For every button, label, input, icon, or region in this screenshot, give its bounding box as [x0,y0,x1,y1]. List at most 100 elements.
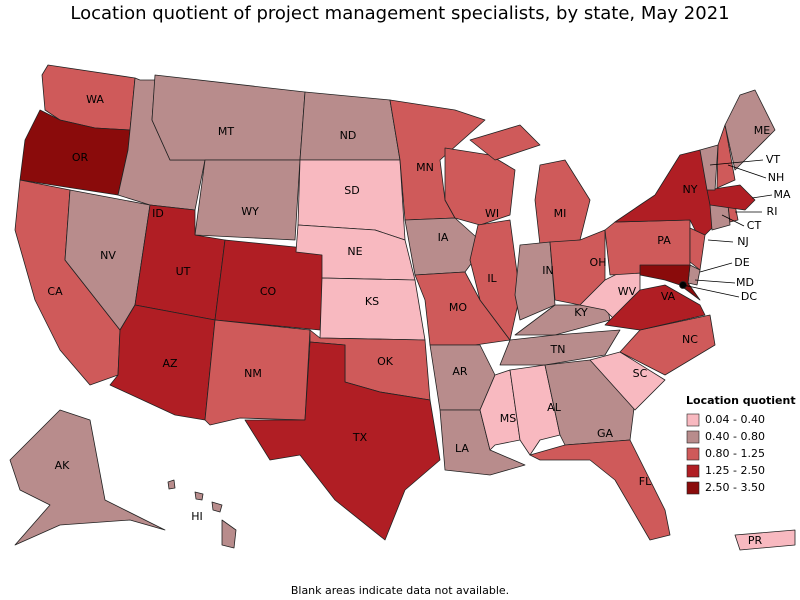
states [9,64,796,551]
state-label: NM [244,367,262,380]
legend-swatch [686,430,700,444]
legend-label: 1.25 - 2.50 [705,464,765,477]
state-label: OK [377,355,394,368]
state-label: IN [542,264,553,277]
state-label: MT [218,125,234,138]
state-label: VA [661,290,676,303]
state-label: SD [344,184,359,197]
state-label: DC [741,290,757,303]
state-shape [534,159,591,246]
state-shape [167,479,176,490]
state-shape [194,491,204,501]
state-label: MA [773,188,790,201]
state-label: MN [416,161,434,174]
state-label: PA [657,234,671,247]
note: Blank areas indicate data not available. [291,584,509,597]
state-shape [194,159,301,241]
legend-label: 0.80 - 1.25 [705,447,765,460]
state-label: NE [347,245,362,258]
state-shape [529,439,671,541]
state-label: TX [352,431,368,444]
leader-line [707,239,734,243]
state-label: LA [455,442,469,455]
leader-line [694,279,736,284]
state-label: GA [597,427,614,440]
state-shape [299,91,401,161]
state-shape [414,271,511,346]
legend-swatch [686,481,700,495]
state-shape [319,277,426,341]
state-shape [689,227,706,271]
state-label: OH [590,256,607,269]
state-label: KY [574,306,588,319]
state-shape [734,529,796,551]
state-label: CA [47,285,63,298]
legend-title: Location quotient [686,394,796,407]
state-label: CT [747,219,762,232]
state-label: MI [554,207,567,220]
state-label: UT [176,265,191,278]
state-label: AK [55,459,71,472]
state-shape [589,351,666,411]
state-label: KS [365,295,379,308]
legend-swatch [686,464,700,478]
leader-line [751,194,773,199]
legend-swatch [686,413,700,427]
state-labels: WA OR CA NV ID MT WY UT CO AZ NM ND SD NE KS OK TX MN IA MO… [47,93,791,547]
state-shape [716,124,736,189]
state-label: NV [100,249,116,262]
state-label: HI [191,510,203,523]
map-title: Location quotient of project management … [70,3,729,24]
state-label: IA [438,231,449,244]
state-shape [706,184,756,211]
state-label: WY [241,205,259,218]
leader-line [727,164,767,179]
state-label: SC [633,367,648,380]
state-label: RI [767,205,778,218]
leader-line [709,159,764,166]
state-shape [514,241,556,321]
state-label: TN [550,343,566,356]
leader-line [721,214,745,227]
state-label: IL [487,272,497,285]
state-label: WA [86,93,104,106]
state-label: NC [682,333,698,346]
state-label: AR [452,365,468,378]
state-label: FL [639,475,652,488]
state-label: WV [618,285,637,298]
legend-label: 0.04 - 0.40 [705,413,765,426]
state-label: PR [748,534,763,547]
state-shape [469,124,541,161]
state-label: VT [766,153,781,166]
state-label: DE [734,256,749,269]
state-label: ME [754,124,770,137]
state-shape [444,147,516,226]
state-label: AL [547,401,562,414]
state-label: MD [736,276,754,289]
state-shape [699,144,719,191]
legend: 0.04 - 0.40 0.40 - 0.80 0.80 - 1.25 1.25 - … [686,413,765,495]
state-shape [151,74,306,161]
state-shape [221,519,237,549]
state-label: ID [152,207,164,220]
state-label: NY [683,183,698,196]
state-shape [244,341,441,541]
state-label: ND [340,129,357,142]
leader-line [699,262,733,273]
state-label: CO [260,285,277,298]
state-label: NH [768,171,785,184]
state-label: MO [449,301,467,314]
legend-swatch [686,447,700,461]
state-shape [639,264,701,301]
state-shape [604,284,706,331]
leader-line [682,284,740,298]
state-label: AZ [162,357,178,370]
legend-label: 2.50 - 3.50 [705,481,765,494]
state-label: OR [72,151,89,164]
state-shape [211,501,223,513]
state-label: NJ [737,235,748,248]
state-shape [9,409,166,546]
state-label: WI [485,207,499,220]
state-label: MS [500,412,516,425]
